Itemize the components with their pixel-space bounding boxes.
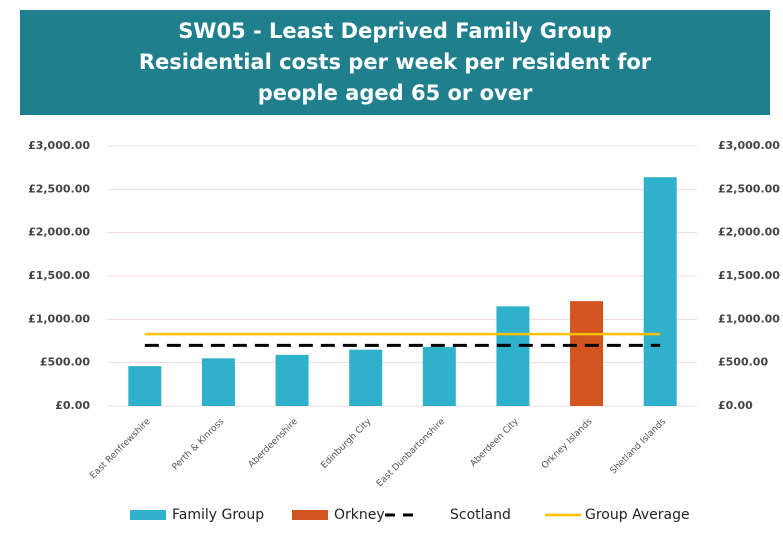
y2-tick-label: £2,000.00 bbox=[718, 226, 780, 239]
bar bbox=[422, 347, 456, 406]
x-tick-label: East Dunbartonshire bbox=[375, 417, 448, 490]
chart-title: SW05 - Least Deprived Family Group Resid… bbox=[20, 10, 770, 115]
bar bbox=[349, 349, 383, 406]
y2-tick-label: £0.00 bbox=[718, 399, 753, 412]
y-tick-label: £500.00 bbox=[40, 356, 90, 369]
x-tick-label: Perth & Kinross bbox=[171, 417, 227, 473]
legend-label: Orkney bbox=[334, 507, 385, 523]
y2-tick-label: £1,000.00 bbox=[718, 312, 780, 325]
y2-tick-label: £500.00 bbox=[718, 356, 768, 369]
x-tick-label: Aberdeenshire bbox=[247, 416, 301, 470]
y2-tick-label: £1,500.00 bbox=[718, 269, 780, 282]
legend-label: Scotland bbox=[450, 507, 511, 523]
x-tick-label: Orkney Islands bbox=[540, 417, 595, 472]
bar bbox=[570, 301, 604, 406]
y-tick-label: £1,500.00 bbox=[28, 269, 90, 282]
legend-swatch bbox=[292, 510, 328, 520]
bar bbox=[128, 366, 162, 406]
x-tick-label: Aberdeen City bbox=[469, 416, 522, 469]
x-tick-label: East Renfrewshire bbox=[88, 416, 153, 481]
y-tick-label: £3,000.00 bbox=[28, 139, 90, 152]
y2-tick-label: £2,500.00 bbox=[718, 182, 780, 195]
bar bbox=[275, 354, 309, 406]
y-tick-label: £1,000.00 bbox=[28, 312, 90, 325]
legend-label: Group Average bbox=[585, 507, 690, 523]
y-tick-label: £2,500.00 bbox=[28, 182, 90, 195]
bar bbox=[643, 177, 677, 406]
legend-swatch bbox=[130, 510, 166, 520]
x-tick-label: Shetland Islands bbox=[609, 417, 669, 477]
legend-label: Family Group bbox=[172, 507, 264, 523]
y2-tick-label: £3,000.00 bbox=[718, 139, 780, 152]
y-tick-label: £0.00 bbox=[55, 399, 90, 412]
bar bbox=[496, 306, 530, 406]
x-tick-label: Edinburgh City bbox=[319, 416, 374, 471]
bar bbox=[201, 358, 235, 406]
y-tick-label: £2,000.00 bbox=[28, 226, 90, 239]
